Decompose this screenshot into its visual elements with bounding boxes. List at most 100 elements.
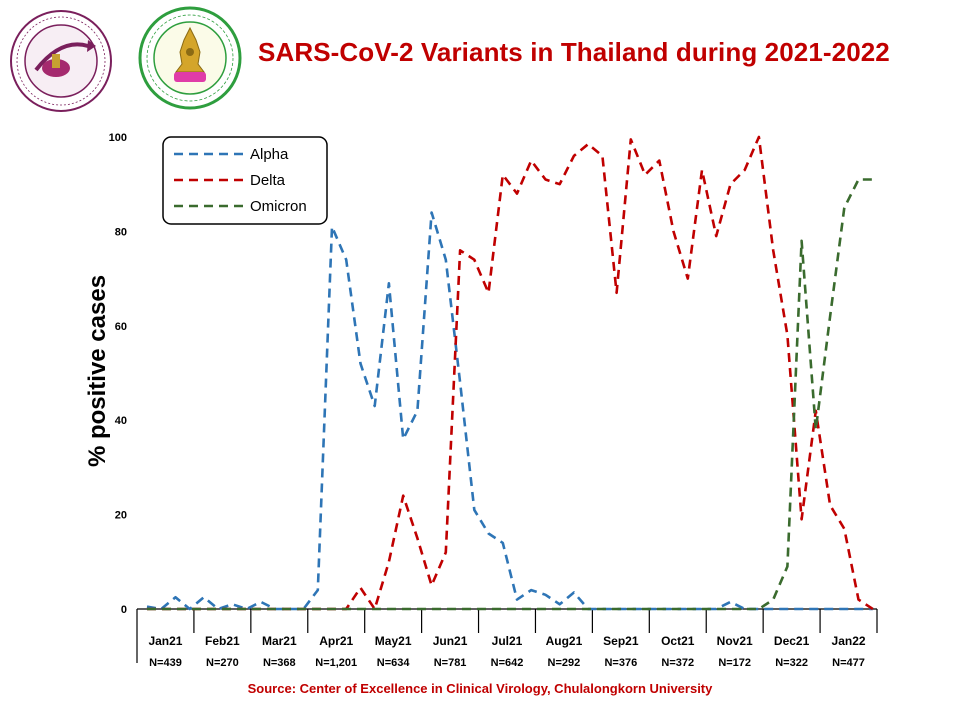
month-label: Dec21 bbox=[774, 634, 810, 648]
legend-label-delta: Delta bbox=[250, 172, 286, 189]
data-point-alpha bbox=[431, 212, 432, 213]
y-tick-label: 40 bbox=[115, 415, 127, 427]
data-point-alpha bbox=[531, 590, 532, 591]
data-point-alpha bbox=[830, 608, 831, 609]
chulalongkorn-seal-icon bbox=[138, 6, 242, 110]
data-point-alpha bbox=[203, 597, 204, 598]
data-point-omicron bbox=[175, 608, 176, 609]
data-point-alpha bbox=[559, 604, 560, 605]
sample-size-label: N=1,201 bbox=[315, 657, 357, 669]
data-point-omicron bbox=[488, 608, 489, 609]
data-point-omicron bbox=[474, 608, 475, 609]
data-point-omicron bbox=[744, 608, 745, 609]
data-point-omicron bbox=[531, 608, 532, 609]
data-point-omicron bbox=[588, 608, 589, 609]
sample-size-label: N=172 bbox=[718, 657, 751, 669]
month-label: Apr21 bbox=[319, 634, 353, 648]
month-label: Aug21 bbox=[546, 634, 583, 648]
data-point-delta bbox=[616, 292, 617, 293]
data-point-delta bbox=[417, 538, 418, 539]
data-point-alpha bbox=[331, 226, 332, 227]
data-point-alpha bbox=[232, 604, 233, 605]
data-point-omicron bbox=[773, 599, 774, 600]
series-layer bbox=[146, 135, 874, 611]
data-point-omicron bbox=[573, 608, 574, 609]
y-tick-label: 0 bbox=[121, 604, 127, 616]
data-point-omicron bbox=[388, 608, 389, 609]
y-tick-label: 80 bbox=[115, 226, 127, 238]
sample-size-label: N=322 bbox=[775, 657, 808, 669]
y-axis-ticks: 0 20 40 60 80 100 bbox=[109, 132, 127, 616]
data-point-omicron bbox=[858, 179, 859, 180]
data-point-omicron bbox=[374, 608, 375, 609]
data-point-alpha bbox=[175, 597, 176, 598]
data-point-omicron bbox=[659, 608, 660, 609]
data-point-omicron bbox=[758, 608, 759, 609]
data-point-omicron bbox=[701, 608, 702, 609]
sample-size-label: N=376 bbox=[604, 657, 637, 669]
month-label: Jun21 bbox=[433, 634, 468, 648]
data-point-alpha bbox=[815, 608, 816, 609]
data-point-delta bbox=[502, 174, 503, 175]
data-point-alpha bbox=[146, 606, 147, 607]
data-point-delta bbox=[488, 292, 489, 293]
month-label: Mar21 bbox=[262, 634, 297, 648]
data-point-delta bbox=[787, 335, 788, 336]
series-line-omicron bbox=[147, 178, 873, 611]
data-point-delta bbox=[602, 155, 603, 156]
y-tick-label: 20 bbox=[115, 510, 127, 522]
sample-size-label: N=642 bbox=[491, 657, 524, 669]
data-point-omicron bbox=[730, 608, 731, 609]
legend-label-omicron: Omicron bbox=[250, 198, 307, 215]
data-point-omicron bbox=[403, 608, 404, 609]
data-point-omicron bbox=[417, 608, 418, 609]
data-point-omicron bbox=[303, 608, 304, 609]
data-point-omicron bbox=[630, 608, 631, 609]
data-point-omicron bbox=[830, 316, 831, 317]
sample-size-label: N=372 bbox=[661, 657, 694, 669]
data-point-delta bbox=[516, 193, 517, 194]
page-title: SARS-CoV-2 Variants in Thailand during 2… bbox=[258, 37, 890, 67]
month-label: Sep21 bbox=[603, 634, 639, 648]
data-point-omicron bbox=[331, 608, 332, 609]
data-point-omicron bbox=[602, 608, 603, 609]
data-point-alpha bbox=[445, 259, 446, 260]
data-point-delta bbox=[773, 250, 774, 251]
data-point-omicron bbox=[516, 608, 517, 609]
month-label: Nov21 bbox=[717, 634, 753, 648]
data-point-alpha bbox=[801, 608, 802, 609]
series-omicron bbox=[147, 178, 873, 611]
data-point-omicron bbox=[246, 608, 247, 609]
data-point-omicron bbox=[616, 608, 617, 609]
data-point-delta bbox=[673, 231, 674, 232]
data-point-alpha bbox=[260, 601, 261, 602]
sample-size-label: N=781 bbox=[434, 657, 467, 669]
sample-size-label: N=634 bbox=[377, 657, 411, 669]
data-point-delta bbox=[474, 259, 475, 260]
data-point-omicron bbox=[787, 566, 788, 567]
data-point-alpha bbox=[844, 608, 845, 609]
data-point-omicron bbox=[502, 608, 503, 609]
data-point-omicron bbox=[559, 608, 560, 609]
data-point-omicron bbox=[189, 608, 190, 609]
data-point-delta bbox=[744, 169, 745, 170]
data-point-omicron bbox=[317, 608, 318, 609]
series-alpha bbox=[146, 211, 873, 611]
source-caption: Source: Center of Excellence in Clinical… bbox=[247, 681, 713, 696]
data-point-alpha bbox=[787, 608, 788, 609]
sample-size-label: N=439 bbox=[149, 657, 182, 669]
virology-center-logo bbox=[8, 8, 114, 114]
data-point-omicron bbox=[161, 608, 162, 609]
data-point-delta bbox=[559, 184, 560, 185]
data-point-alpha bbox=[730, 601, 731, 602]
data-point-delta bbox=[403, 495, 404, 496]
sample-size-label: N=270 bbox=[206, 657, 239, 669]
data-point-omicron bbox=[289, 608, 290, 609]
data-point-delta bbox=[858, 599, 859, 600]
x-axis-ticks: Jan21 N=439 Feb21 N=270 Mar21 N=368 Apr21 N=1,2… bbox=[148, 609, 878, 669]
data-point-delta bbox=[758, 136, 759, 137]
data-point-delta bbox=[872, 608, 873, 609]
data-point-alpha bbox=[374, 405, 375, 406]
data-point-alpha bbox=[460, 382, 461, 383]
